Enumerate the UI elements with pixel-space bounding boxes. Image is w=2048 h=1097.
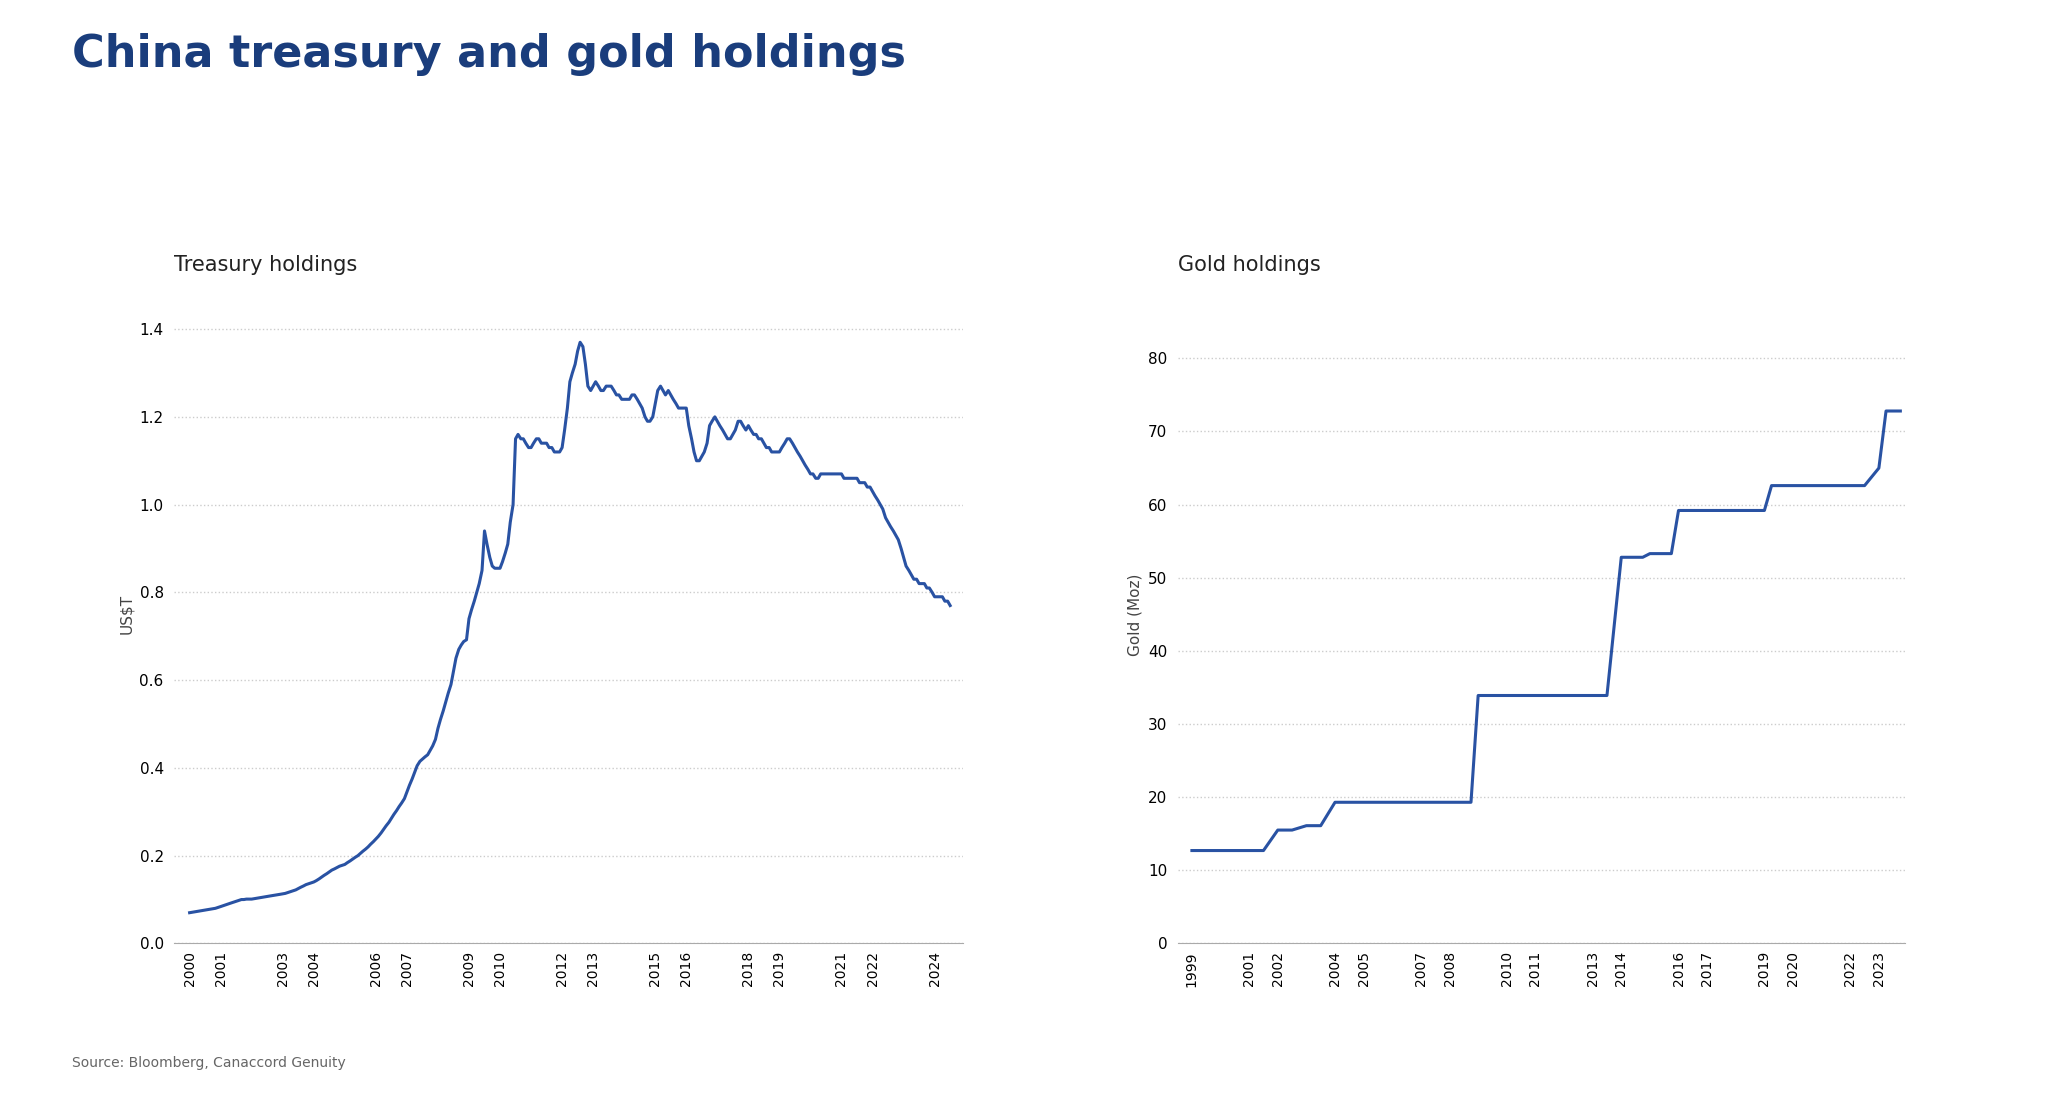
Text: China treasury and gold holdings: China treasury and gold holdings [72,33,905,76]
Y-axis label: Gold (Moz): Gold (Moz) [1126,573,1143,656]
Y-axis label: US$T: US$T [119,595,133,634]
Text: Gold holdings: Gold holdings [1178,256,1321,275]
Text: Source: Bloomberg, Canaccord Genuity: Source: Bloomberg, Canaccord Genuity [72,1055,346,1070]
Text: Treasury holdings: Treasury holdings [174,256,356,275]
